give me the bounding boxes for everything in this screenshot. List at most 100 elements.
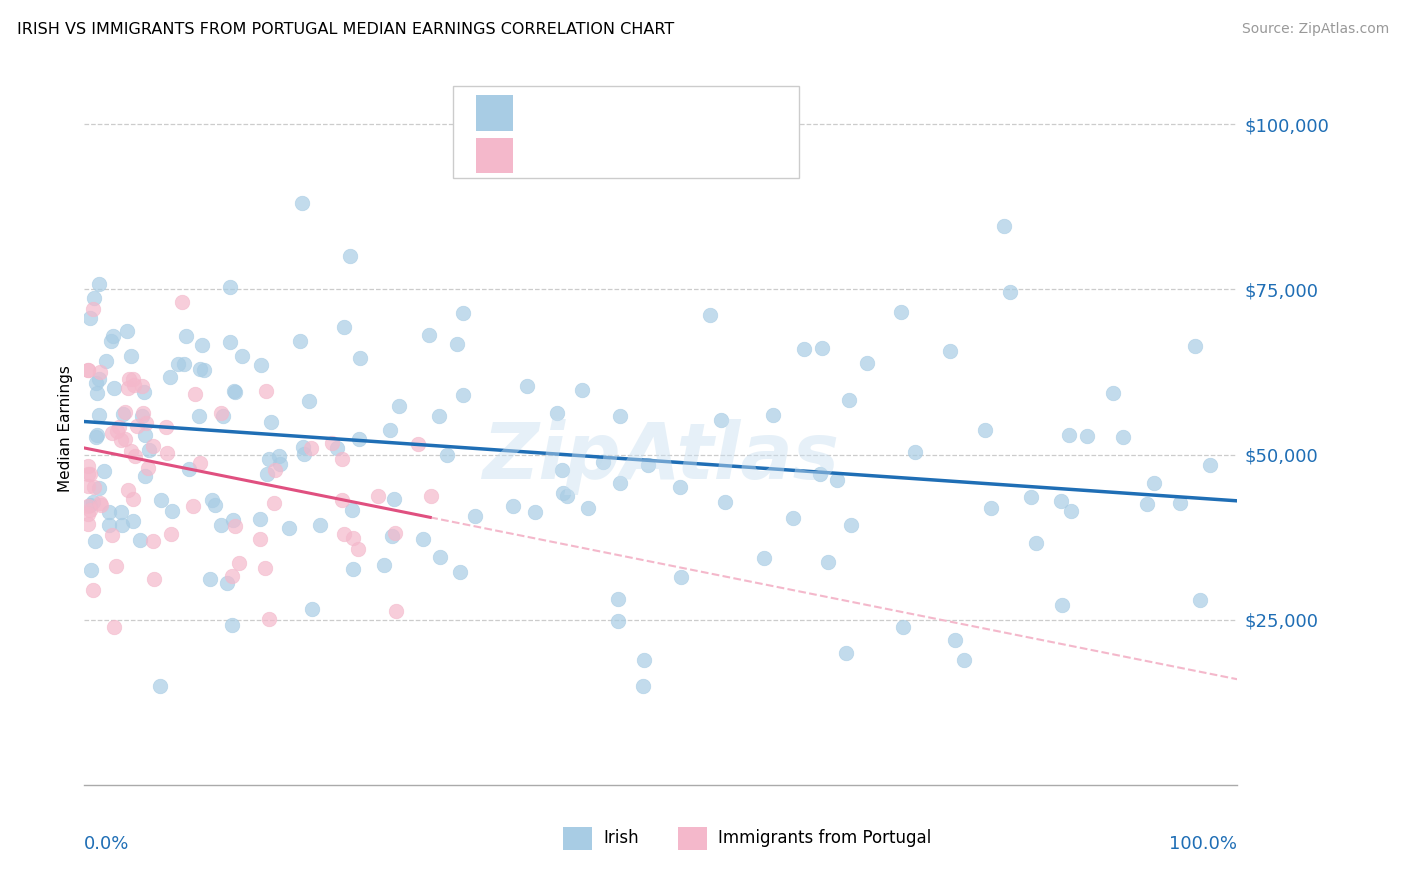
Point bbox=[855, 355, 877, 369]
Point bbox=[79, 498, 101, 512]
Point bbox=[101, 528, 124, 542]
Point bbox=[606, 591, 628, 606]
Point bbox=[134, 428, 156, 442]
Point bbox=[219, 279, 242, 293]
Y-axis label: Median Earnings: Median Earnings bbox=[58, 365, 73, 491]
Point bbox=[193, 363, 215, 377]
Point bbox=[253, 561, 276, 575]
Point bbox=[609, 409, 631, 423]
Point bbox=[96, 353, 118, 368]
Point bbox=[167, 358, 190, 372]
Point bbox=[943, 633, 966, 648]
Point bbox=[1021, 491, 1043, 505]
Point bbox=[83, 291, 105, 305]
FancyBboxPatch shape bbox=[453, 86, 799, 178]
Point bbox=[76, 479, 98, 493]
Point bbox=[76, 458, 98, 473]
Text: 0.0%: 0.0% bbox=[84, 835, 129, 853]
Point bbox=[111, 517, 134, 532]
Point bbox=[76, 516, 98, 531]
Point bbox=[209, 517, 232, 532]
Point bbox=[637, 458, 659, 473]
Point bbox=[104, 558, 127, 573]
Point bbox=[86, 386, 108, 401]
Point bbox=[87, 481, 110, 495]
Point bbox=[1168, 496, 1191, 510]
Point bbox=[89, 372, 111, 386]
Point bbox=[149, 493, 172, 508]
Point bbox=[301, 601, 323, 615]
Point bbox=[292, 447, 315, 461]
Point bbox=[332, 527, 354, 541]
Point bbox=[80, 563, 103, 577]
Point bbox=[117, 483, 139, 498]
Point bbox=[952, 653, 974, 667]
Point bbox=[1050, 494, 1073, 508]
Point bbox=[939, 343, 962, 358]
Point bbox=[181, 499, 204, 513]
Point bbox=[269, 457, 291, 471]
Point bbox=[1188, 593, 1211, 607]
Point bbox=[762, 408, 785, 422]
Point bbox=[209, 406, 232, 420]
Point bbox=[576, 500, 599, 515]
Point bbox=[384, 526, 406, 541]
Point bbox=[155, 420, 177, 434]
Point bbox=[111, 408, 134, 422]
Point bbox=[633, 653, 655, 667]
Point bbox=[103, 382, 125, 396]
Point bbox=[710, 413, 733, 427]
Point bbox=[117, 324, 139, 338]
Point bbox=[1050, 598, 1073, 612]
Point bbox=[347, 542, 370, 557]
Point bbox=[108, 420, 131, 434]
Point bbox=[221, 617, 243, 632]
Point bbox=[79, 467, 101, 481]
Point bbox=[156, 446, 179, 460]
Point bbox=[136, 460, 159, 475]
Point bbox=[811, 341, 834, 355]
Point bbox=[120, 349, 142, 363]
Point bbox=[142, 572, 165, 586]
Point bbox=[782, 510, 804, 524]
Point bbox=[349, 351, 371, 365]
Point bbox=[378, 424, 401, 438]
Point bbox=[98, 518, 121, 533]
Point bbox=[412, 533, 434, 547]
Point bbox=[308, 518, 330, 533]
Point bbox=[1112, 430, 1135, 444]
Point bbox=[592, 455, 614, 469]
Point bbox=[101, 328, 124, 343]
Point bbox=[135, 416, 157, 430]
Point bbox=[446, 336, 468, 351]
Point bbox=[82, 302, 104, 317]
Point bbox=[609, 476, 631, 491]
Point bbox=[84, 533, 107, 548]
Point bbox=[752, 551, 775, 566]
Point bbox=[838, 392, 860, 407]
Text: ZipAtlas: ZipAtlas bbox=[482, 418, 839, 495]
Point bbox=[1025, 536, 1047, 550]
Point bbox=[142, 533, 165, 548]
Point bbox=[406, 437, 429, 451]
Point bbox=[131, 409, 153, 423]
Point bbox=[321, 436, 343, 450]
FancyBboxPatch shape bbox=[477, 95, 513, 130]
Point bbox=[998, 285, 1021, 299]
FancyBboxPatch shape bbox=[477, 137, 513, 173]
Point bbox=[76, 363, 98, 377]
Point bbox=[218, 334, 240, 349]
Point bbox=[388, 399, 411, 413]
Point bbox=[132, 405, 155, 419]
Point bbox=[89, 277, 111, 291]
Point bbox=[198, 572, 221, 586]
Point bbox=[103, 620, 125, 634]
FancyBboxPatch shape bbox=[678, 827, 707, 850]
Point bbox=[834, 646, 856, 660]
Point bbox=[89, 408, 111, 422]
Point bbox=[215, 576, 238, 591]
Point bbox=[382, 492, 405, 507]
Text: 100.0%: 100.0% bbox=[1170, 835, 1237, 853]
Point bbox=[367, 489, 389, 503]
Point bbox=[890, 305, 912, 319]
